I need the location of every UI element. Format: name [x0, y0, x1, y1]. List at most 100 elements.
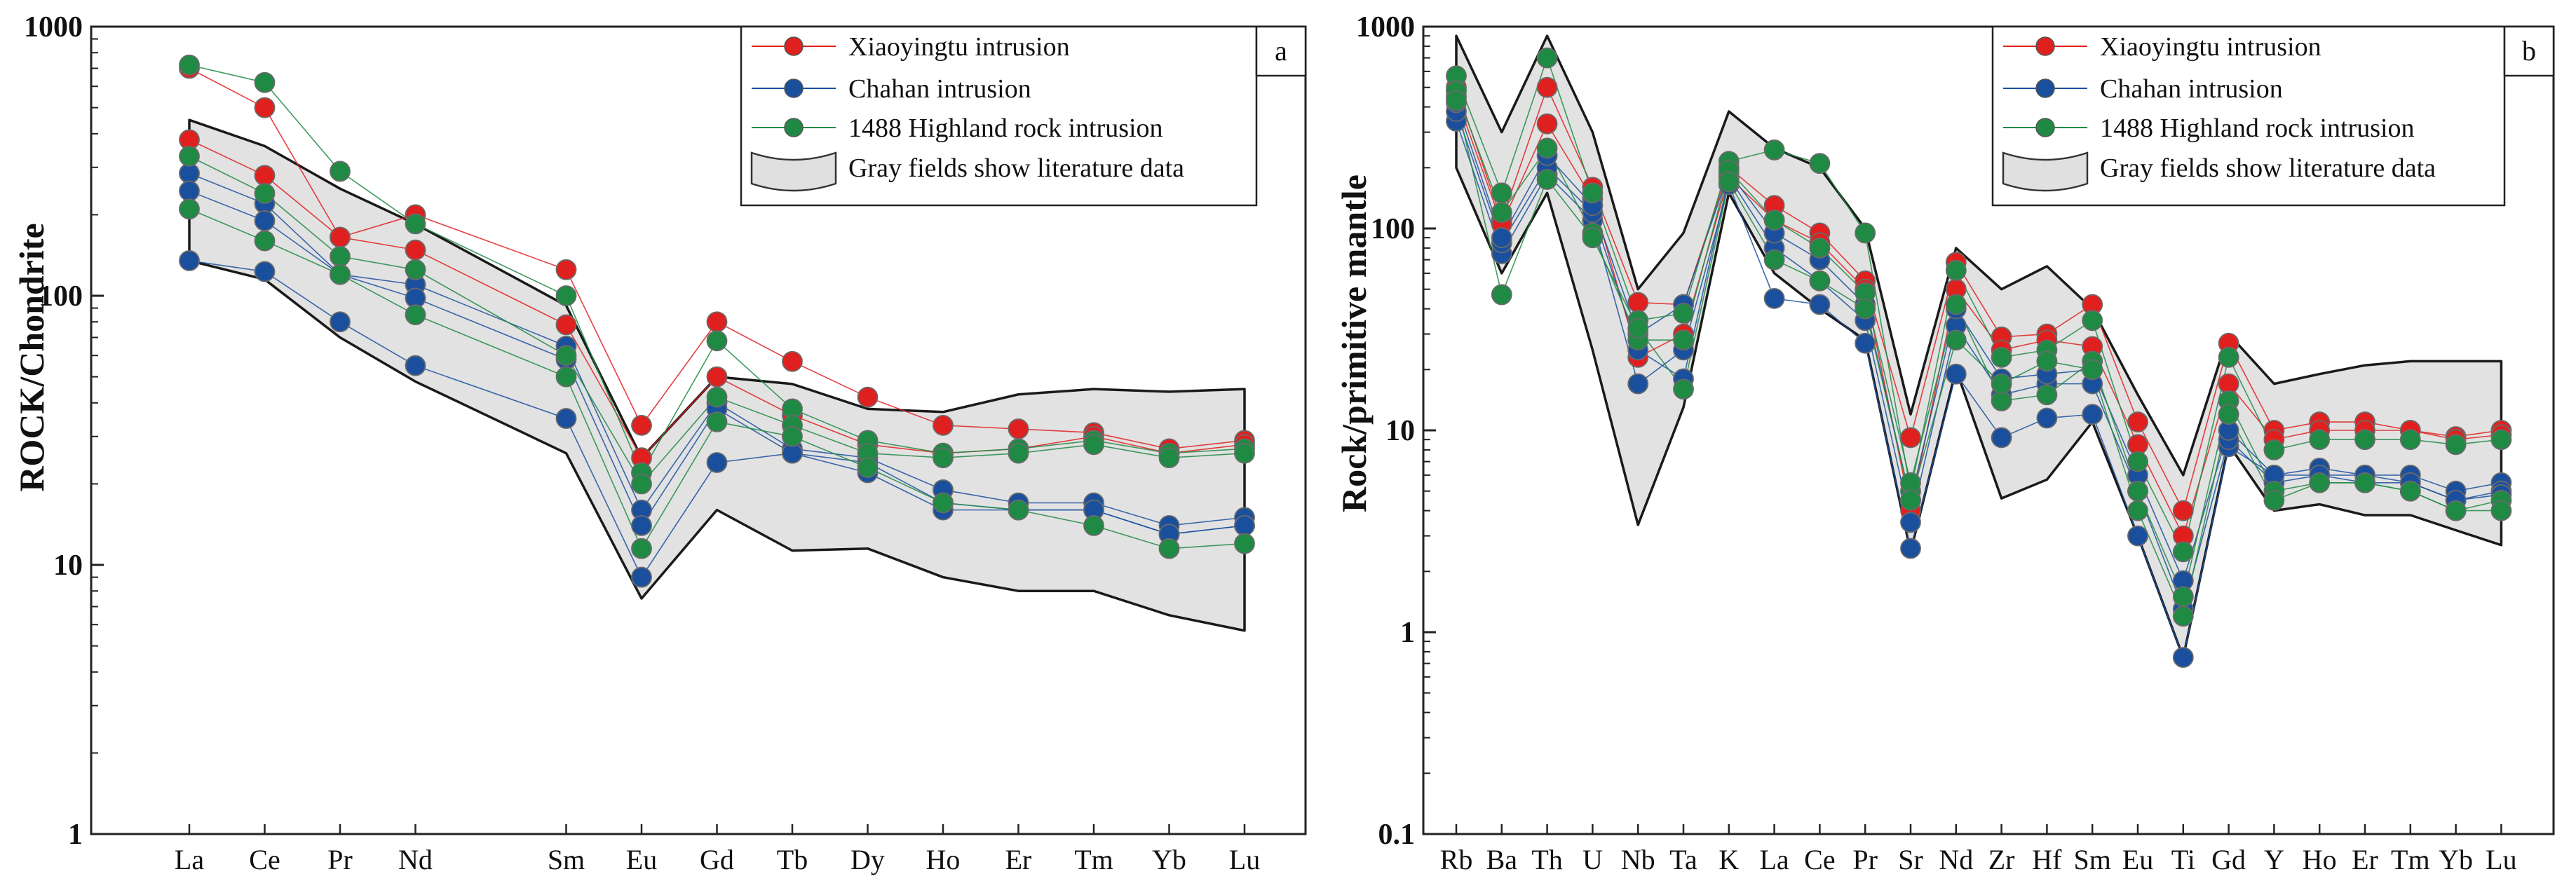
panel-a-point-ce [254, 183, 276, 204]
panel-a-x-tick-label-er: Er [1005, 844, 1032, 875]
panel-b-point-ti [2172, 541, 2194, 563]
panel-b-point-ce [1809, 153, 1831, 175]
panel-a-point-dy [857, 457, 879, 478]
panel-a-series-1-sample-0-line [189, 172, 1245, 526]
panel-a-point-nd [405, 355, 426, 376]
panel-b-series-points [1446, 47, 2512, 668]
panel-a-legend-item-chahan: Chahan intrusion [752, 74, 1031, 104]
panel-a-point-eu [631, 538, 652, 559]
panel-a-point-er [1008, 442, 1029, 464]
panel-a-series-2-sample-1-line [189, 156, 1245, 485]
panel-a-point-nd [405, 213, 426, 235]
panel-a-point-gd [706, 411, 728, 432]
panel-a-legend-item-xiaoyingtu: Xiaoyingtu intrusion [752, 32, 1070, 62]
panel-b-point-yb [2445, 500, 2467, 521]
panel-a-point-gd [706, 452, 728, 473]
panel-b-legend-label-xiaoyingtu: Xiaoyingtu intrusion [2100, 32, 2321, 62]
panel-a-series-0-sample-1-line [189, 139, 1245, 459]
panel-b-point-hf [2036, 350, 2058, 372]
panel-a-series-0-sample-0-line [189, 67, 1245, 450]
panel-b-legend-label-chahan: Chahan intrusion [2100, 74, 2283, 104]
panel-b-point-tm [2399, 429, 2421, 451]
panel-b-plot-frame [1422, 25, 2555, 835]
panel-a-point-lu [1234, 533, 1255, 554]
panel-a-point-sm [555, 408, 577, 429]
panel-b-point-y [2263, 439, 2285, 460]
panel-a-label: a [1275, 35, 1287, 67]
panel-b-x-tick-label-hf: Hf [2032, 844, 2062, 875]
panel-b-point-eu [2127, 525, 2148, 547]
panel-b-point-ho [2309, 429, 2331, 451]
panel-a-point-yb [1158, 538, 1180, 559]
panel-a-point-sm [555, 259, 577, 280]
panel-b-point-rb [1446, 90, 1467, 111]
panel-b-point-lu [2490, 500, 2512, 521]
panel-b-point-nd [1945, 363, 1967, 385]
panel-a-series-points [179, 54, 1255, 588]
panel-a-point-er [1008, 418, 1029, 439]
panel-b-x-tick-label-yb: Yb [2439, 844, 2473, 875]
panel-b-point-nb [1627, 292, 1649, 313]
panel-b-y-tick-label: 1 [1400, 617, 1415, 649]
panel-b-x-tick-label-sr: Sr [1898, 844, 1923, 875]
panel-a-point-ho [933, 492, 954, 514]
panel-b-x-tick-label-nd: Nd [1939, 844, 1973, 875]
panel-a-point-eu [631, 414, 652, 436]
panel-b-y-tick-label: 100 [1371, 213, 1415, 245]
panel-a-series-2-sample-2-line [189, 208, 1245, 550]
panel-b-point-eu [2127, 411, 2148, 432]
panel-a-point-pr [330, 226, 351, 248]
panel-a-point-eu [631, 514, 652, 536]
panel-b-point-er [2354, 472, 2375, 493]
panel-b-x-tick-label-nb: Nb [1621, 844, 1655, 875]
panel-b-point-ta [1673, 303, 1694, 324]
panel-b-y-axis-label: Rock/primitive mantle [1334, 175, 1374, 512]
panel-b-point-ba [1491, 284, 1512, 306]
panel-b-label: b [2522, 35, 2536, 67]
panel-b-point-la [1763, 139, 1785, 160]
panel-b-point-sr [1900, 489, 1921, 511]
panel-a-legend-item-1488: 1488 Highland rock intrusion [752, 114, 1163, 143]
panel-a-series-lines [189, 64, 1245, 579]
panel-b-x-tick-label-la: La [1760, 844, 1789, 875]
panel-b-point-pr [1855, 332, 1876, 354]
panel-b-point-hf [2036, 384, 2058, 406]
panel-b-y-tick-label: 0.1 [1378, 819, 1416, 851]
panel-a-x-tick-label-gd: Gd [700, 844, 734, 875]
panel-b-legend-item-field: Gray fields show literature data [2002, 151, 2436, 192]
panel-b-point-sr [1900, 512, 1921, 533]
panel-a-point-sm [555, 366, 577, 388]
panel-a-point-pr [330, 245, 351, 267]
panel-a-x-tick-labels: La Ce Pr Nd Sm Eu Gd Tb Dy Ho Er Tm Yb Lu [175, 844, 1260, 875]
panel-a-point-ce [254, 71, 276, 93]
panel-a-legend-item-field: Gray fields show literature data [750, 151, 1184, 192]
panel-a-chart: ROCK/Chondrite 1 10 100 1000 La Ce Pr Nd Sm Eu Gd… [12, 11, 1307, 875]
panel-a-point-pr [330, 264, 351, 285]
panel-a-x-tick-label-tm: Tm [1074, 844, 1113, 875]
panel-b-point-lu [2490, 429, 2512, 451]
panel-a-series-1-sample-2-line [189, 260, 1245, 579]
panel-b-point-th [1536, 137, 1558, 159]
panel-a-field-polygon [188, 118, 1246, 632]
panel-b-point-eu [2127, 480, 2148, 502]
panel-b-point-sm [2082, 310, 2103, 332]
panel-b-legend-label-1488: 1488 Highland rock intrusion [2100, 114, 2415, 143]
panel-a-x-tick-label-nd: Nd [398, 844, 433, 875]
panel-a-point-nd [405, 239, 426, 261]
panel-a-point-lu [1234, 442, 1255, 464]
panel-b-point-ba [1491, 202, 1512, 224]
panel-a-y-tick-label: 100 [39, 280, 83, 313]
panel-a-legend-label-xiaoyingtu: Xiaoyingtu intrusion [848, 32, 1070, 62]
panel-a-point-gd [706, 330, 728, 352]
panel-b-x-tick-label-ti: Ti [2171, 844, 2195, 875]
panel-a-point-ce [254, 230, 276, 252]
panel-b-point-ti [2172, 586, 2194, 608]
panel-b-point-ti [2172, 606, 2194, 627]
panel-a-point-gd [706, 366, 728, 388]
panel-a-point-la [179, 198, 200, 220]
panel-b-point-ti [2172, 647, 2194, 668]
panel-b-chart: Rock/primitive mantle 0.1 1 10 100 1000 Rb Ba… [1334, 11, 2555, 875]
panel-a-point-eu [631, 566, 652, 588]
panel-b-x-tick-label-er: Er [2352, 844, 2378, 875]
